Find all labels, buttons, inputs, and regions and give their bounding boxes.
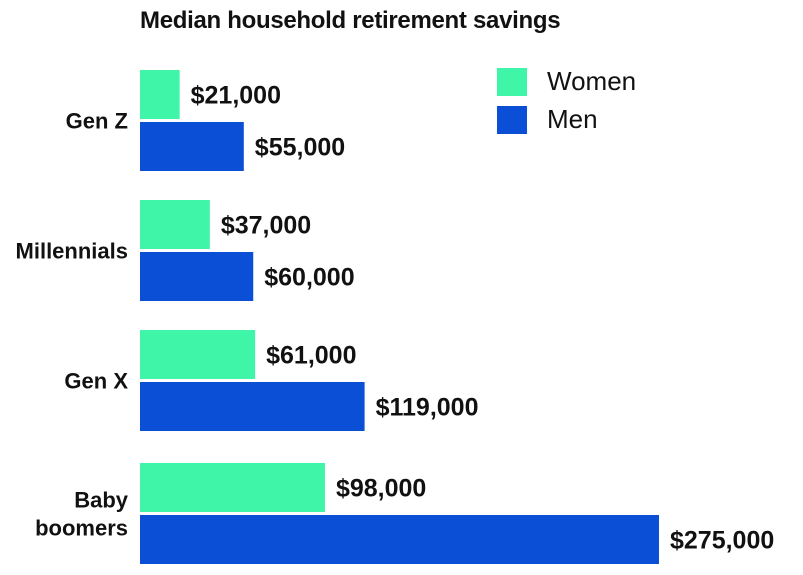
legend-swatch-men bbox=[497, 106, 527, 134]
data-label-gen-x-women: $61,000 bbox=[266, 342, 356, 370]
data-label-millennials-men: $60,000 bbox=[264, 264, 354, 292]
chart-title: Median household retirement savings bbox=[140, 7, 560, 34]
legend-label-women: Women bbox=[547, 66, 636, 96]
legend-swatch-women bbox=[497, 68, 527, 96]
data-label-baby-boomers-men: $275,000 bbox=[670, 527, 774, 555]
data-label-gen-z-men: $55,000 bbox=[255, 134, 345, 162]
category-label-gen-z: Gen Z bbox=[66, 109, 128, 134]
bar-gen-x-men bbox=[140, 382, 365, 431]
category-label-millennials: Millennials bbox=[16, 239, 128, 264]
bar-millennials-women bbox=[140, 200, 210, 249]
data-label-gen-x-men: $119,000 bbox=[376, 394, 479, 422]
category-label-line: Millennials bbox=[16, 239, 128, 264]
category-label-gen-x: Gen X bbox=[64, 369, 128, 394]
legend: Women Men bbox=[497, 66, 636, 134]
category-label-baby-boomers: Baby boomers bbox=[35, 488, 129, 541]
data-label-baby-boomers-women: $98,000 bbox=[336, 475, 426, 503]
data-label-millennials-women: $37,000 bbox=[221, 212, 311, 240]
bar-gen-z-women bbox=[140, 70, 180, 119]
category-label-line: Baby bbox=[74, 488, 129, 513]
bar-gen-x-women bbox=[140, 330, 256, 379]
bar-gen-z-men bbox=[140, 122, 244, 171]
value-labels: $21,000 $55,000 $37,000 $60,000 $61,000 $119,… bbox=[191, 82, 775, 555]
bars bbox=[140, 70, 659, 564]
data-label-gen-z-women: $21,000 bbox=[191, 82, 281, 110]
legend-label-men: Men bbox=[547, 104, 598, 134]
category-labels: Gen Z Millennials Gen X Baby boomers bbox=[16, 109, 129, 541]
category-label-line: Gen Z bbox=[66, 109, 128, 134]
bar-baby-boomers-men bbox=[140, 515, 659, 564]
bar-baby-boomers-women bbox=[140, 463, 325, 512]
category-label-line: boomers bbox=[35, 516, 128, 541]
bar-millennials-men bbox=[140, 252, 254, 301]
category-label-line: Gen X bbox=[64, 369, 128, 394]
